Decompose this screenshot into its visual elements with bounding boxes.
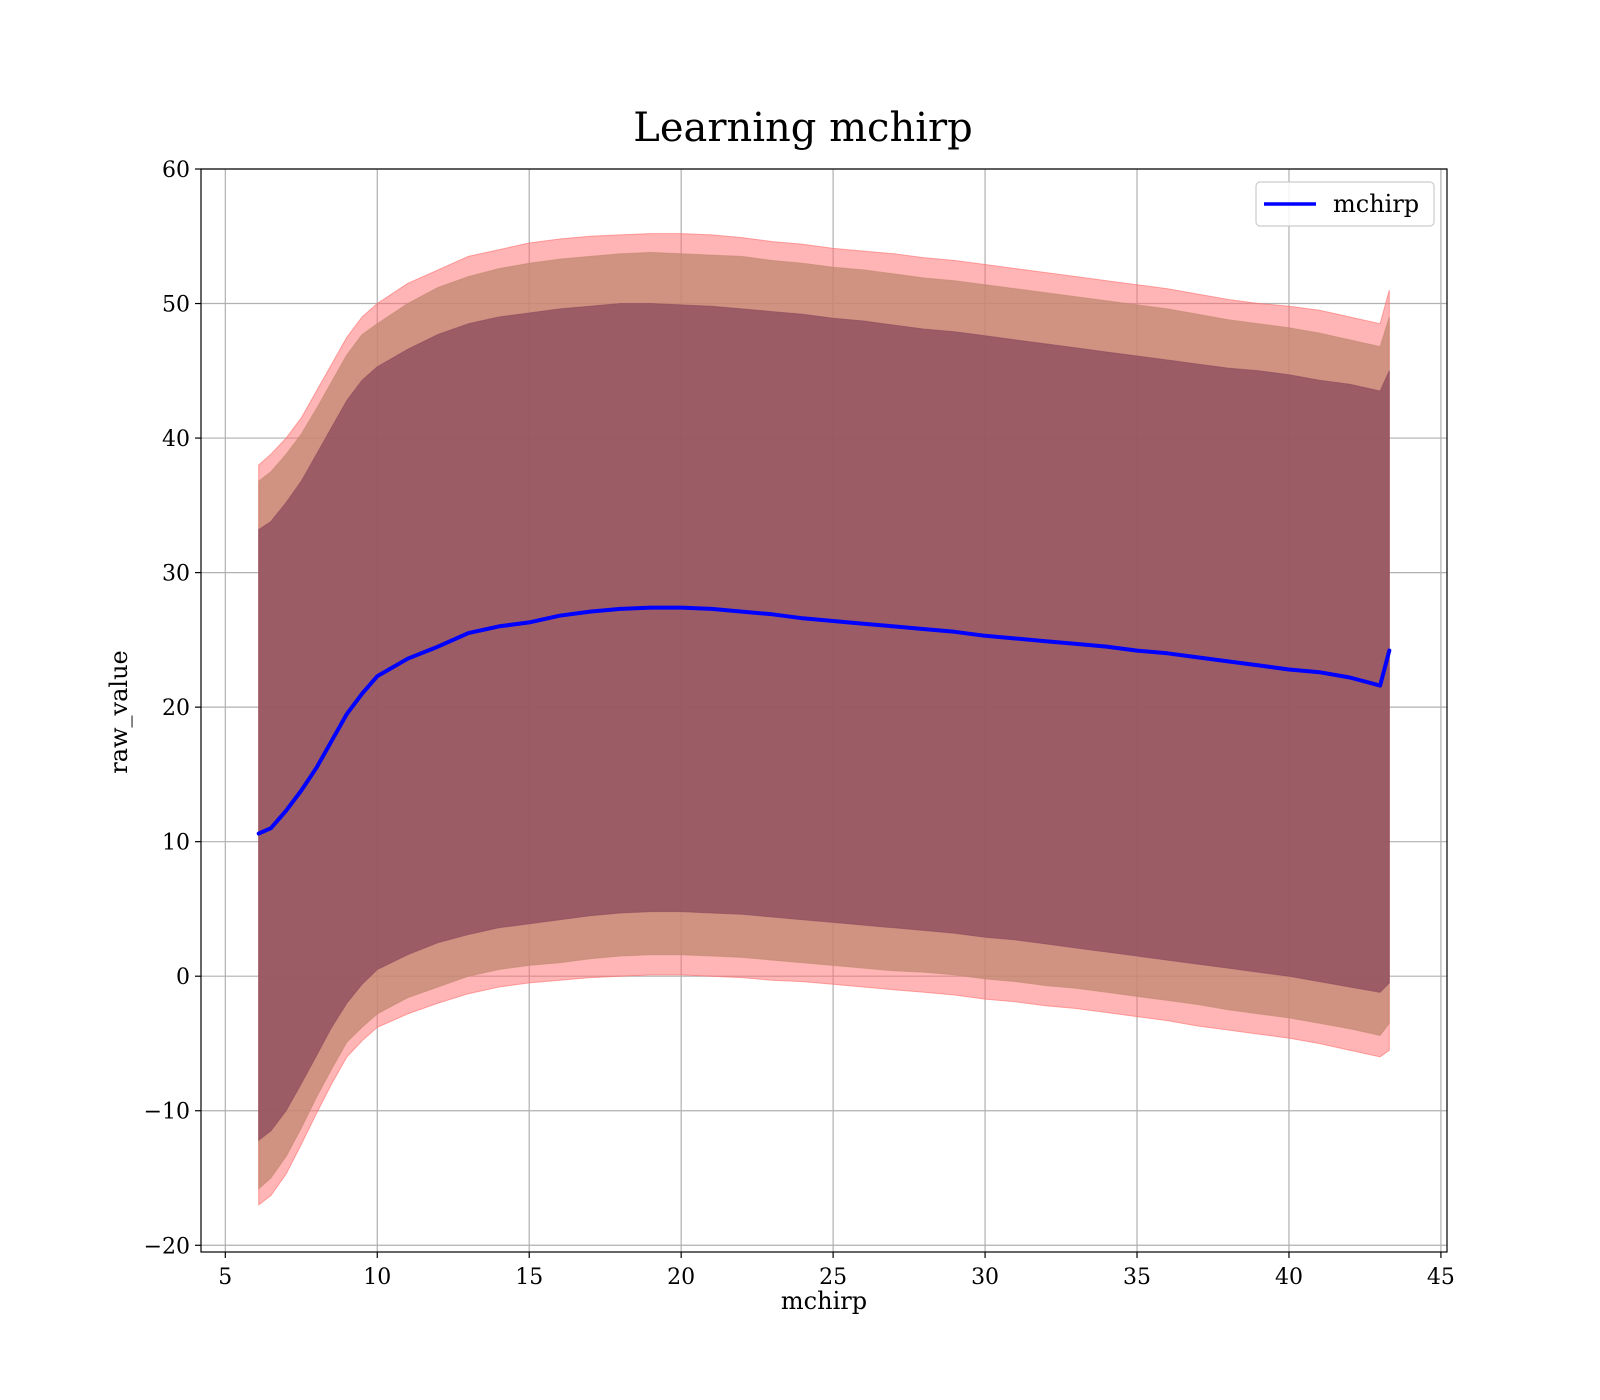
legend-label: mchirp bbox=[1333, 190, 1419, 218]
x-tick-label: 5 bbox=[218, 1265, 232, 1290]
series-line-mchirp bbox=[256, 605, 1392, 836]
x-tick-label: 20 bbox=[667, 1265, 695, 1290]
x-tick-label: 15 bbox=[515, 1265, 543, 1290]
y-axis-label: raw_value bbox=[105, 650, 133, 774]
x-axis-label: mchirp bbox=[781, 1287, 867, 1315]
x-tick-label: 45 bbox=[1427, 1265, 1455, 1290]
x-tick-label: 10 bbox=[363, 1265, 391, 1290]
legend: mchirp bbox=[1255, 181, 1435, 227]
y-tick-label: 30 bbox=[162, 562, 190, 587]
y-tick-label: −10 bbox=[144, 1100, 190, 1125]
y-tick-label: 50 bbox=[162, 293, 190, 318]
legend-box bbox=[1255, 181, 1435, 227]
plot-frame bbox=[200, 168, 1448, 1253]
lines bbox=[256, 605, 1392, 836]
x-tick-label: 40 bbox=[1275, 1265, 1303, 1290]
y-tick-label: 10 bbox=[162, 831, 190, 856]
y-tick-label: 0 bbox=[176, 965, 190, 990]
x-ticks: 5 10 15 20 25 30 35 40 45 bbox=[218, 1252, 1455, 1290]
x-tick-label: 35 bbox=[1123, 1265, 1151, 1290]
y-tick-label: 60 bbox=[162, 158, 190, 183]
band-inner bbox=[258, 303, 1390, 1142]
x-tick-label: 25 bbox=[819, 1265, 847, 1290]
x-tick-label: 30 bbox=[971, 1265, 999, 1290]
y-ticks: −20 −10 0 10 20 30 40 50 60 bbox=[144, 158, 201, 1259]
y-tick-label: 40 bbox=[162, 427, 190, 452]
bands bbox=[258, 233, 1390, 1206]
chart-title: Learning mchirp bbox=[633, 105, 972, 151]
y-tick-label: 20 bbox=[162, 696, 190, 721]
y-tick-label: −20 bbox=[144, 1234, 190, 1259]
